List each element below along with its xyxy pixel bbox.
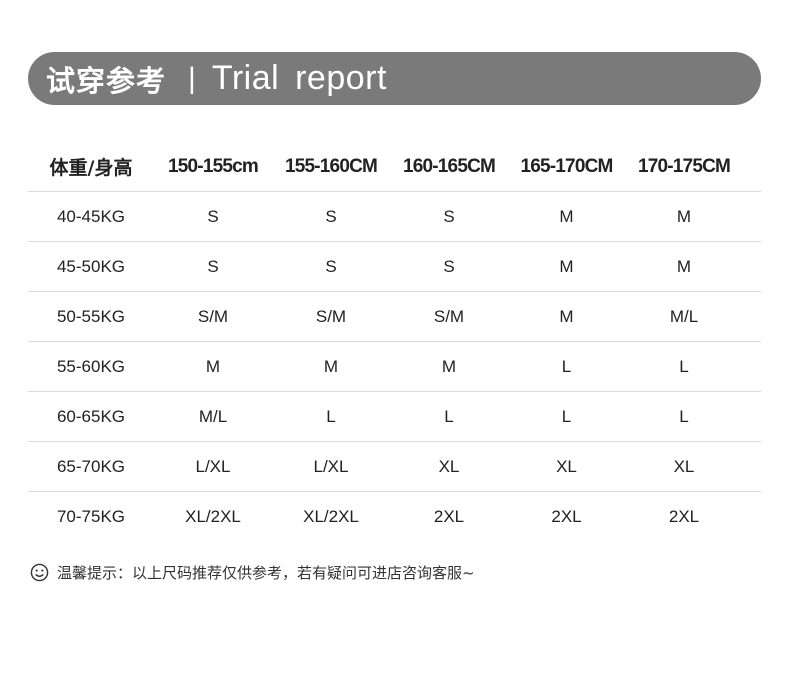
size-cell: M bbox=[559, 306, 574, 326]
size-cell: L bbox=[561, 406, 572, 426]
size-cell: 2XL bbox=[551, 507, 582, 526]
size-cell: S bbox=[443, 206, 455, 226]
size-cell: L bbox=[561, 356, 572, 376]
title-separator: | bbox=[188, 61, 196, 95]
table-row: 50-55KG S/M S/M S/M M M/L bbox=[28, 292, 761, 342]
size-cell: S bbox=[443, 256, 455, 276]
tip-text: 温馨提示：以上尺码推荐仅供参考，若有疑问可进店咨询客服~ bbox=[57, 564, 475, 582]
header-label: 体重/身高 bbox=[49, 157, 133, 179]
weight-cell: 45-50KG bbox=[56, 256, 126, 276]
size-table: 体重/身高 150-155cm 155-160CM 160-165CM 165-170C… bbox=[28, 142, 761, 542]
height-header: 155-160CM bbox=[284, 155, 378, 177]
size-cell: M bbox=[676, 206, 692, 226]
table-row: 40-45KG S S S M M bbox=[28, 192, 761, 242]
weight-cell: 60-65KG bbox=[56, 406, 126, 426]
size-cell: M/L bbox=[669, 306, 699, 326]
size-cell: S/M bbox=[315, 306, 347, 326]
size-cell: S bbox=[207, 206, 219, 226]
size-cell: M bbox=[676, 256, 692, 276]
size-cell: L/XL bbox=[195, 456, 231, 476]
table-row: 70-75KG XL/2XL XL/2XL 2XL 2XL 2XL bbox=[28, 492, 761, 542]
size-cell: S/M bbox=[197, 306, 229, 326]
smiley-icon bbox=[30, 563, 49, 582]
size-cell: XL/2XL bbox=[303, 507, 359, 526]
size-cell: 2XL bbox=[433, 507, 465, 526]
weight-cell: 50-55KG bbox=[56, 306, 126, 326]
size-cell: M bbox=[323, 356, 339, 376]
size-cell: M bbox=[559, 256, 574, 276]
table-row: 65-70KG L/XL L/XL XL XL XL bbox=[28, 442, 761, 492]
height-header: 170-175CM bbox=[637, 155, 731, 177]
title-en: Trial report bbox=[211, 59, 387, 97]
weight-cell: 65-70KG bbox=[56, 456, 126, 476]
size-cell: M bbox=[559, 206, 574, 226]
size-cell: M bbox=[205, 356, 221, 376]
weight-cell: 55-60KG bbox=[56, 356, 126, 376]
size-cell: XL bbox=[556, 456, 577, 476]
weight-cell: 70-75KG bbox=[56, 507, 126, 526]
table-row: 60-65KG M/L L L L L bbox=[28, 392, 761, 442]
title-cn: 试穿参考 bbox=[46, 63, 167, 98]
size-cell: L bbox=[444, 406, 454, 426]
size-cell: L bbox=[679, 406, 689, 426]
size-cell: L/XL bbox=[313, 456, 349, 476]
table-row: 55-60KG M M M L L bbox=[28, 342, 761, 392]
table-row: 45-50KG S S S M M bbox=[28, 242, 761, 292]
size-cell: S bbox=[325, 206, 337, 226]
height-header: 150-155cm bbox=[168, 155, 259, 177]
size-cell: L bbox=[679, 356, 689, 376]
size-cell: XL/2XL bbox=[185, 507, 241, 526]
size-cell: S bbox=[207, 256, 219, 276]
header-row: 体重/身高 150-155cm 155-160CM 160-165CM 165-170C… bbox=[28, 142, 761, 192]
height-header: 165-170CM bbox=[520, 155, 613, 177]
size-cell: S/M bbox=[433, 306, 465, 326]
size-cell: L bbox=[326, 406, 336, 426]
tip-note: 温馨提示：以上尺码推荐仅供参考，若有疑问可进店咨询客服~ bbox=[30, 562, 475, 583]
size-cell: XL bbox=[673, 456, 695, 476]
size-cell: 2XL bbox=[668, 507, 700, 526]
size-cell: M bbox=[441, 356, 457, 376]
size-cell: S bbox=[325, 256, 337, 276]
size-cell: XL bbox=[438, 456, 460, 476]
title-banner: 试穿参考 | Trial report bbox=[28, 52, 761, 105]
height-header: 160-165CM bbox=[402, 155, 496, 177]
weight-cell: 40-45KG bbox=[56, 206, 126, 226]
size-cell: M/L bbox=[198, 406, 228, 426]
